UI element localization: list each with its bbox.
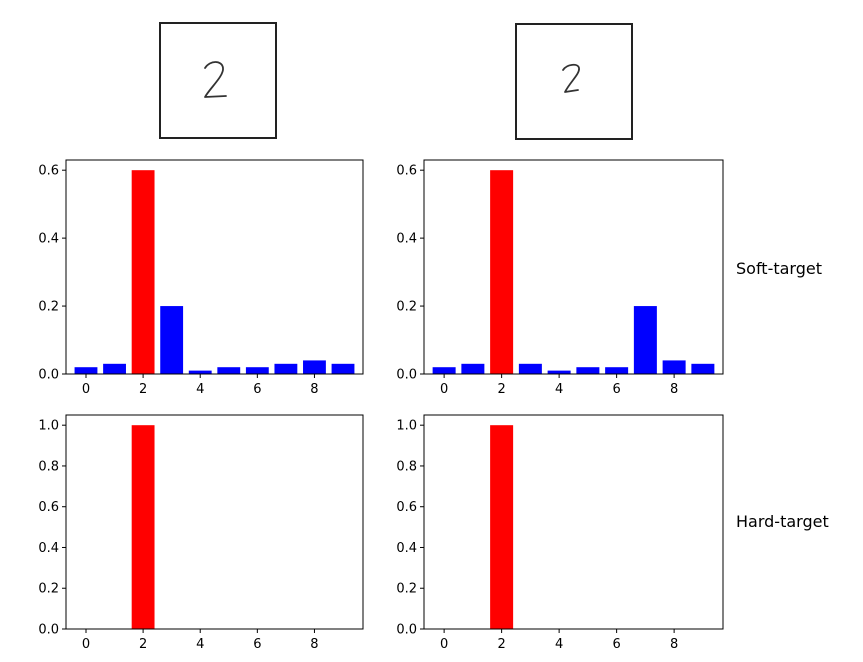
bar-4 (188, 370, 212, 374)
y-tick-label: 0.6 (38, 164, 59, 179)
y-tick-label: 0.0 (396, 368, 417, 383)
bar-7 (633, 306, 657, 374)
bar-2 (490, 170, 514, 374)
x-tick-label: 4 (555, 382, 563, 397)
x-tick-label: 0 (440, 382, 448, 397)
bar-6 (605, 367, 629, 374)
x-tick-label: 0 (82, 637, 90, 652)
y-tick-label: 0.8 (38, 459, 59, 474)
x-tick-label: 2 (139, 637, 147, 652)
soft-target-left-chart: 0 2 4 6 8 0.0 0.2 0.4 0.6 (38, 159, 364, 397)
bar-3 (160, 306, 184, 374)
bar-7 (274, 363, 298, 374)
y-tick-label: 0.6 (38, 500, 59, 515)
y-tick-label: 0.2 (38, 300, 59, 315)
y-tick-label: 0.4 (396, 232, 417, 247)
y-tick-label: 0.0 (38, 368, 59, 383)
x-tick-label: 6 (253, 382, 261, 397)
axes-frame (65, 159, 364, 375)
x-tick-label: 4 (196, 637, 204, 652)
soft-target-label: Soft-target (736, 259, 822, 278)
axes-frame (423, 414, 724, 630)
x-tick-label: 0 (440, 637, 448, 652)
y-tick-label: 0.6 (396, 164, 417, 179)
hard-target-left-chart: 0 2 4 6 8 0.0 0.2 0.4 0.6 0.8 1.0 (38, 414, 364, 652)
x-tick-label: 6 (253, 637, 261, 652)
bar-8 (662, 360, 686, 374)
x-tick-label: 8 (670, 637, 678, 652)
bar-5 (576, 367, 600, 374)
axes-frame (65, 414, 364, 630)
left-digit-box: 2 (159, 22, 277, 139)
right-digit-box: 2 (515, 23, 633, 140)
y-tick-label: 0.2 (396, 582, 417, 597)
x-tick-label: 8 (310, 382, 318, 397)
y-tick-label: 0.8 (396, 459, 417, 474)
x-tick-label: 2 (497, 637, 505, 652)
y-tick-label: 0.6 (396, 500, 417, 515)
y-tick-label: 0.4 (38, 232, 59, 247)
x-tick-label: 4 (196, 382, 204, 397)
axes-frame (423, 159, 724, 375)
bar-5 (217, 367, 241, 374)
y-tick-label: 0.2 (38, 582, 59, 597)
bar-1 (461, 363, 485, 374)
x-tick-label: 8 (670, 382, 678, 397)
hard-target-right-chart: 0 2 4 6 8 0.0 0.2 0.4 0.6 0.8 1.0 (396, 414, 724, 652)
x-tick-label: 8 (310, 637, 318, 652)
x-tick-label: 2 (139, 382, 147, 397)
soft-target-right-chart: 0 2 4 6 8 0.0 0.2 0.4 0.6 (396, 159, 724, 397)
y-tick-label: 0.2 (396, 300, 417, 315)
bar-2 (131, 170, 155, 374)
bar-3 (518, 363, 542, 374)
y-tick-label: 0.0 (396, 623, 417, 638)
x-tick-label: 6 (612, 382, 620, 397)
bar-8 (303, 360, 326, 374)
bar-9 (691, 363, 715, 374)
bar-2 (131, 425, 155, 629)
hard-target-label: Hard-target (736, 512, 829, 531)
bar-0 (432, 367, 456, 374)
x-tick-label: 4 (555, 637, 563, 652)
bar-1 (103, 363, 126, 374)
x-tick-label: 0 (82, 382, 90, 397)
y-tick-label: 1.0 (396, 419, 417, 434)
x-tick-label: 6 (612, 637, 620, 652)
bar-9 (331, 363, 355, 374)
y-tick-label: 0.0 (38, 623, 59, 638)
y-tick-label: 0.4 (38, 541, 59, 556)
y-tick-label: 1.0 (38, 419, 59, 434)
bar-0 (74, 367, 98, 374)
bar-6 (245, 367, 269, 374)
bar-4 (547, 370, 571, 374)
x-tick-label: 2 (497, 382, 505, 397)
y-tick-label: 0.4 (396, 541, 417, 556)
bar-2 (490, 425, 514, 629)
